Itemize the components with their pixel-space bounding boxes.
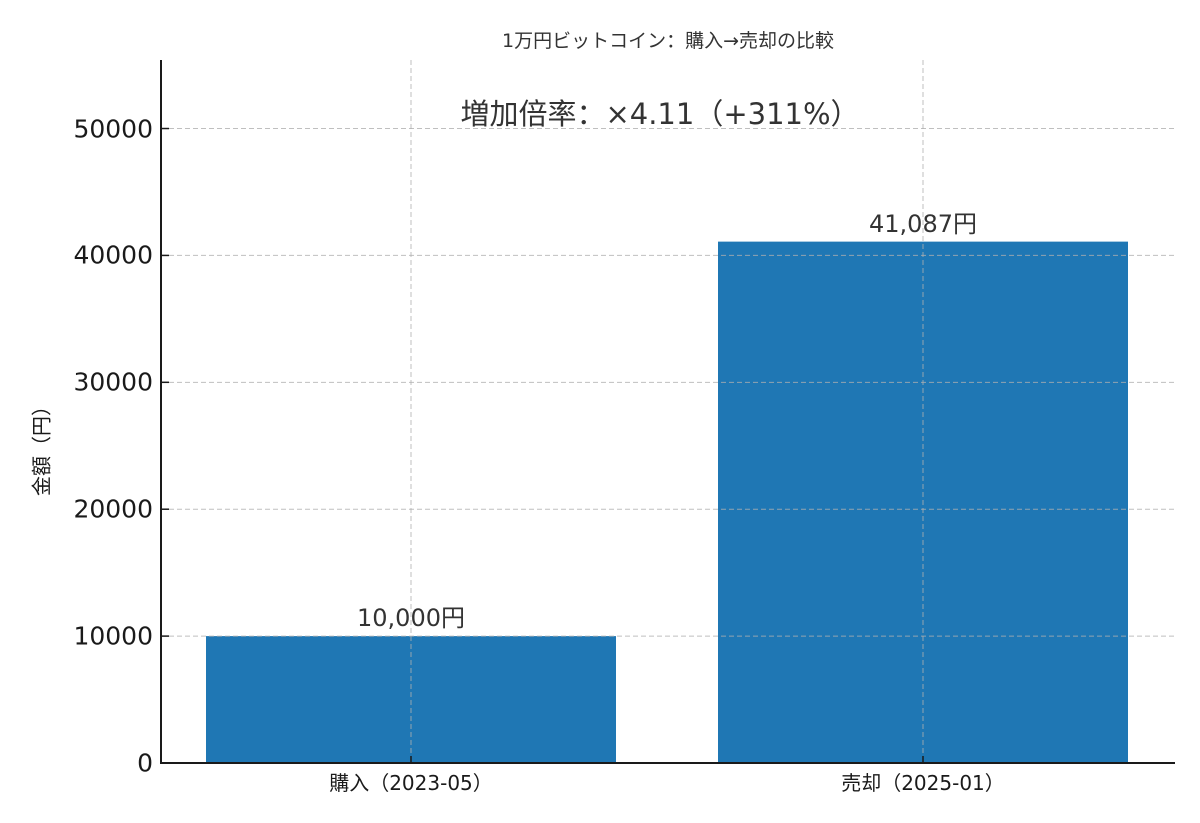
y-tick-label: 50000	[73, 114, 153, 144]
y-axis-label: 金額（円）	[29, 396, 54, 496]
y-tick-label: 30000	[73, 367, 153, 397]
y-tick-label: 20000	[73, 494, 153, 524]
y-tick-label: 10000	[73, 621, 153, 651]
growth-annotation: 増加倍率：×4.11（+311%）	[460, 97, 860, 131]
bar-value-label: 41,087円	[869, 209, 977, 238]
x-tick-label: 売却（2025-01）	[841, 771, 1005, 795]
chart-title: 1万円ビットコイン：購入→売却の比較	[501, 30, 835, 52]
bar-value-label: 10,000円	[357, 604, 465, 633]
y-tick-label: 40000	[73, 240, 153, 270]
x-tick-label: 購入（2023-05）	[329, 771, 493, 795]
y-tick-label: 0	[137, 748, 153, 778]
